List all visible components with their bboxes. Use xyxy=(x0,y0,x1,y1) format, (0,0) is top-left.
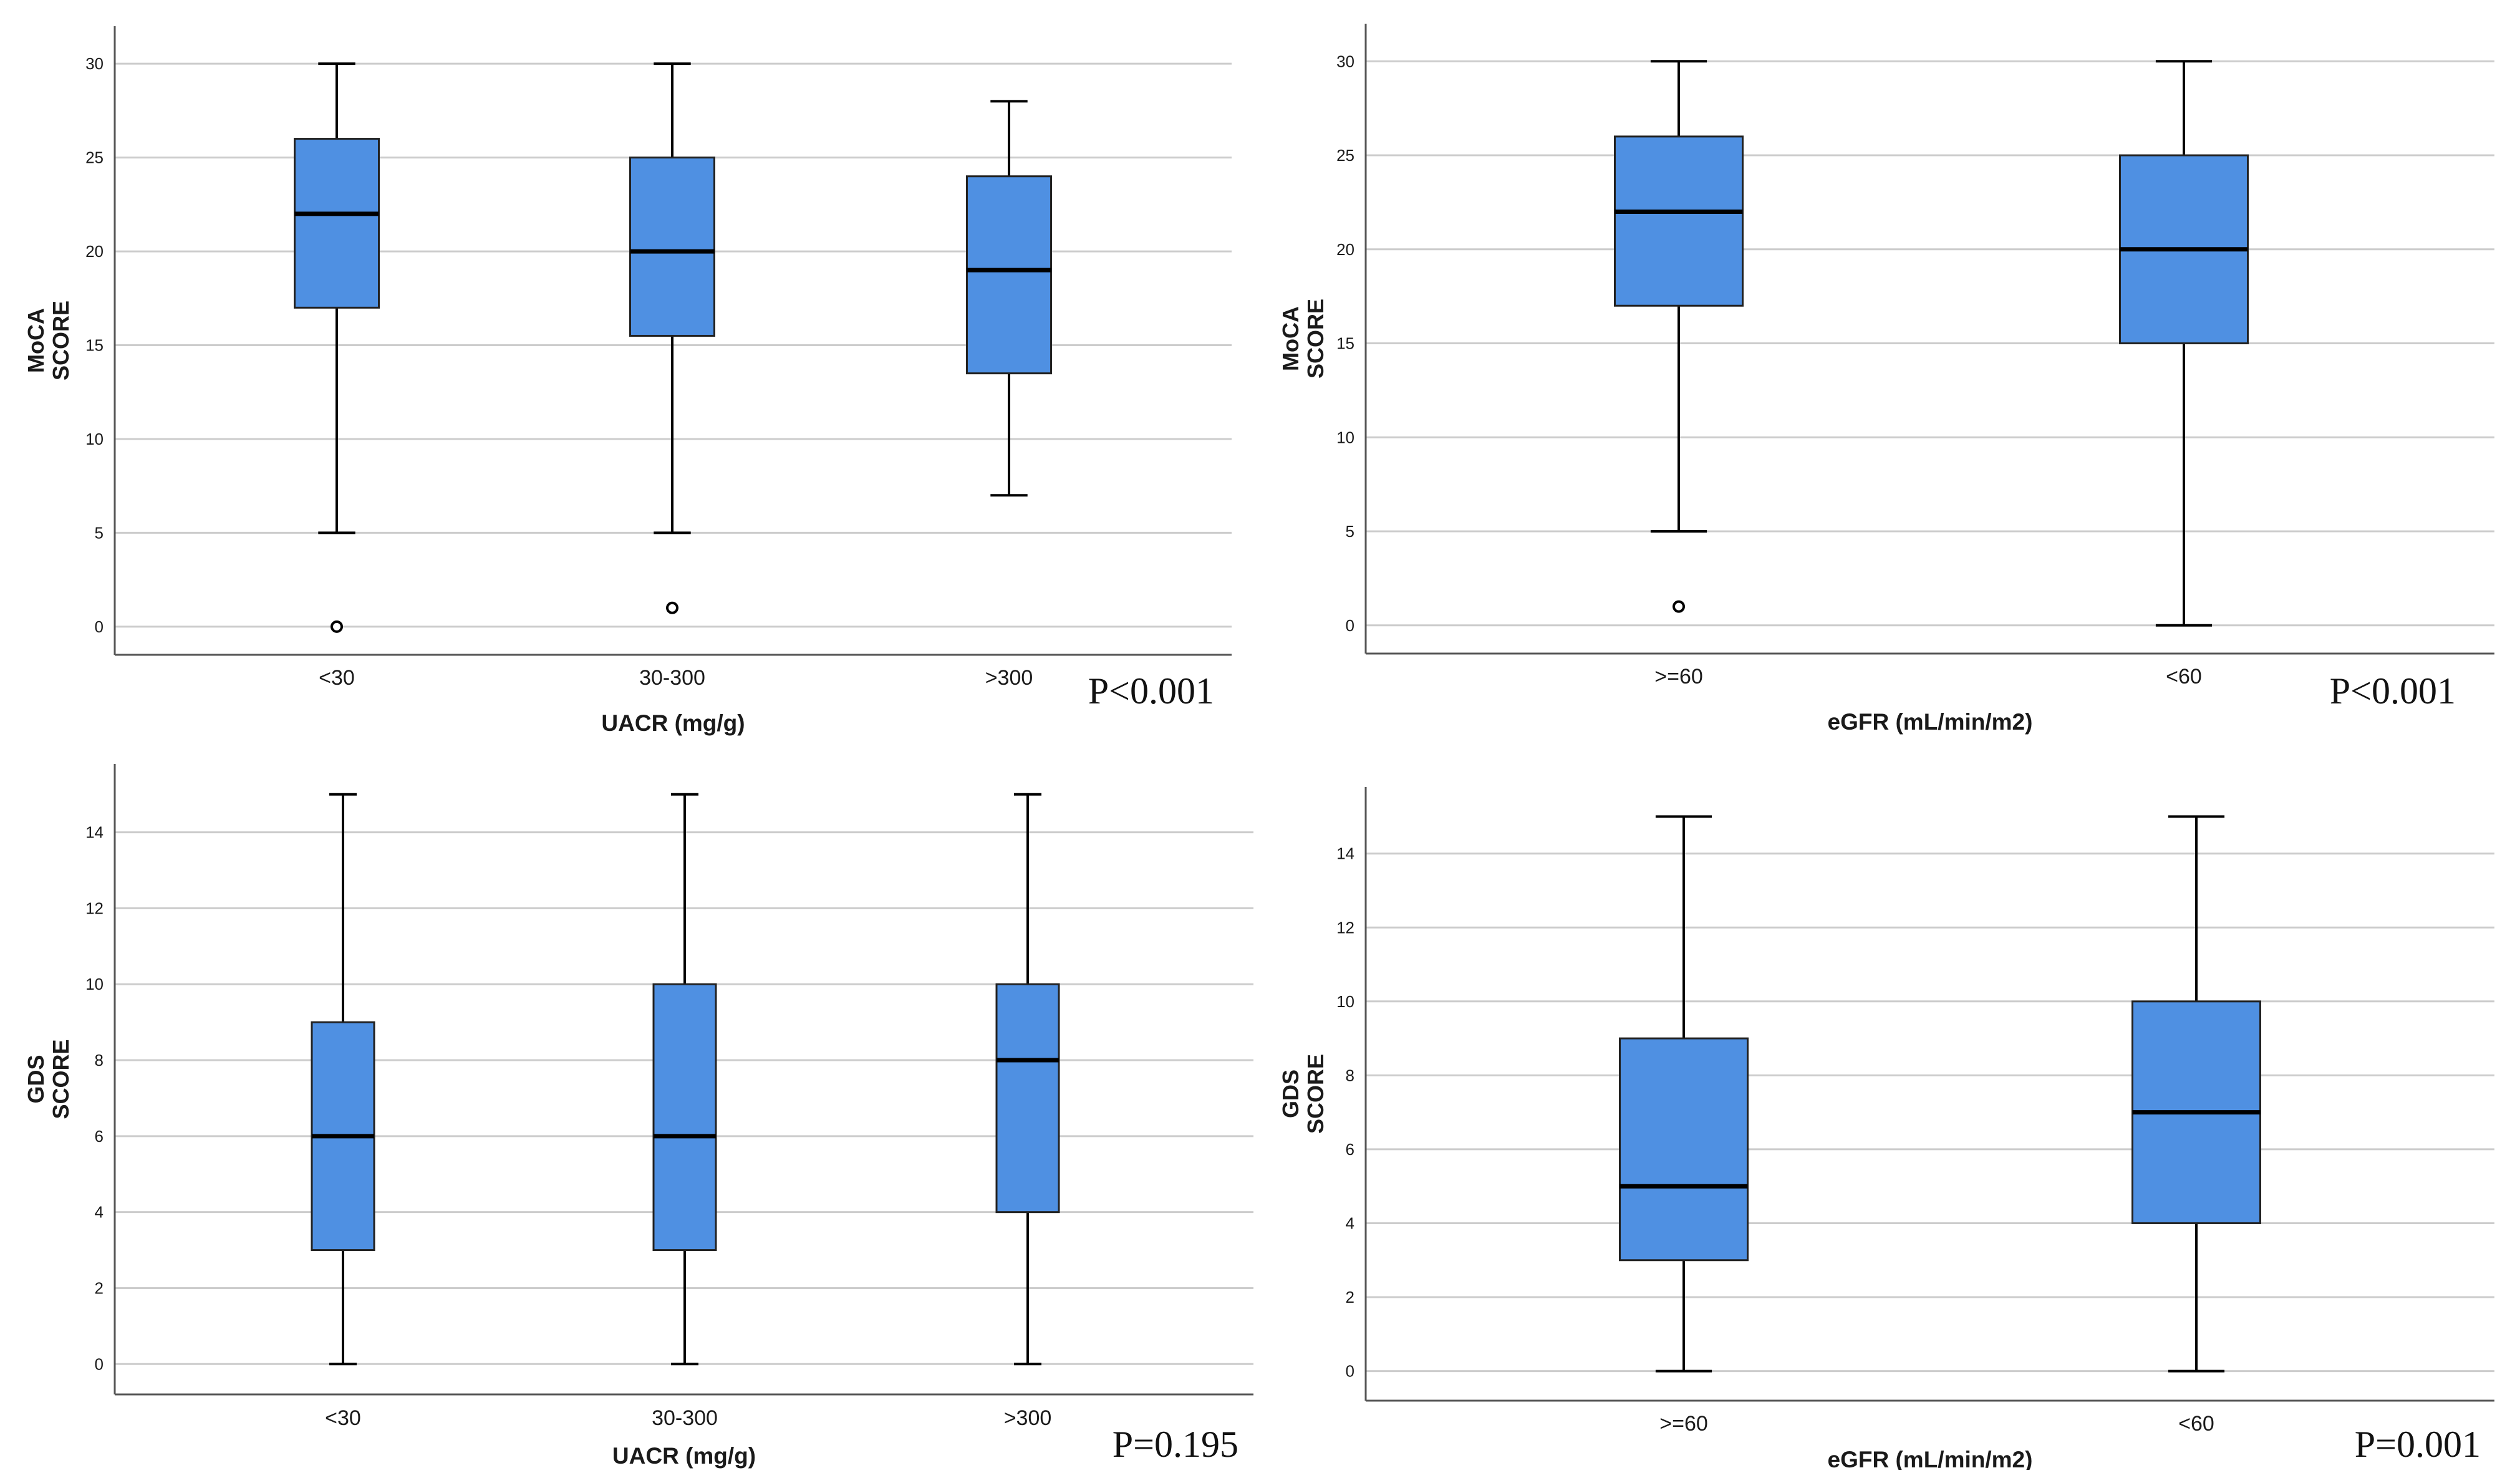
x-tick-label: <30 xyxy=(319,666,355,690)
y-tick-label: 2 xyxy=(95,1278,104,1297)
box-<30 xyxy=(294,62,380,633)
y-tick-label: 0 xyxy=(95,1355,104,1373)
chart-panel-3: 0 2 4 6 8 10 12 14 <30 30-300 >300 UACR (mg/g) GDS SC… xyxy=(23,764,1253,1469)
y-tick-label: 25 xyxy=(1336,146,1354,165)
box->300 xyxy=(995,793,1060,1366)
y-tick-label: 8 xyxy=(95,1051,104,1070)
y-axis-title-line: GDS xyxy=(23,1055,49,1103)
y-tick-label: 20 xyxy=(85,242,104,261)
x-tick-label: 30-300 xyxy=(652,1406,718,1430)
iqr-box xyxy=(294,138,380,309)
y-tick-label: 4 xyxy=(95,1203,104,1222)
y-tick-label: 12 xyxy=(85,899,104,917)
y-tick-label: 0 xyxy=(95,617,104,636)
y-axis-title-line: SCORE xyxy=(1303,299,1328,379)
y-tick-label: 4 xyxy=(1346,1214,1354,1232)
p-value: P=0.195 xyxy=(1113,1424,1238,1465)
iqr-box xyxy=(1614,135,1744,307)
x-axis-title: eGFR (mL/min/m2) xyxy=(1828,1447,2033,1470)
x-tick-label: <30 xyxy=(325,1406,361,1430)
y-tick-label: 10 xyxy=(1336,428,1354,447)
y-tick-label: 6 xyxy=(95,1127,104,1146)
chart-panel-2: 0 5 10 15 20 25 30 >=60 <60 eGFR (mL/min/m2) MoCA S… xyxy=(1278,24,2494,735)
iqr-box xyxy=(629,157,715,337)
iqr-box xyxy=(652,983,717,1252)
box->=60 xyxy=(1614,60,1744,613)
box-<60 xyxy=(2119,60,2249,627)
x-tick-label: >=60 xyxy=(1654,665,1703,688)
p-value: P<0.001 xyxy=(1088,670,1214,712)
outlier-point xyxy=(666,601,678,614)
y-tick-label: 5 xyxy=(95,523,104,542)
y-tick-label: 14 xyxy=(1336,844,1354,863)
y-tick-label: 30 xyxy=(85,54,104,73)
y-tick-label: 15 xyxy=(1336,334,1354,353)
y-axis-title-line: MoCA xyxy=(23,308,49,373)
y-tick-label: 0 xyxy=(1346,1362,1354,1381)
p-value: P<0.001 xyxy=(2330,670,2456,712)
x-tick-label: >300 xyxy=(985,666,1033,690)
iqr-box xyxy=(1619,1037,1749,1262)
y-tick-label: 25 xyxy=(85,148,104,167)
outlier-point xyxy=(1673,600,1685,613)
y-tick-label: 15 xyxy=(85,336,104,355)
y-axis-title-line: SCORE xyxy=(48,301,74,380)
y-tick-label: 20 xyxy=(1336,240,1354,259)
y-axis-title-line: GDS xyxy=(1278,1070,1303,1118)
iqr-box xyxy=(995,983,1060,1214)
y-axis-title-line: SCORE xyxy=(48,1039,74,1119)
x-axis-title: UACR (mg/g) xyxy=(612,1443,756,1469)
x-axis-title: eGFR (mL/min/m2) xyxy=(1828,709,2033,735)
x-tick-label: <60 xyxy=(2166,665,2202,688)
box->=60 xyxy=(1619,815,1749,1373)
outlier-point xyxy=(331,620,343,633)
y-tick-label: 5 xyxy=(1346,522,1354,541)
box-<30 xyxy=(311,793,375,1366)
y-tick-label: 30 xyxy=(1336,52,1354,70)
y-axis-title-line: MoCA xyxy=(1278,306,1303,371)
x-tick-label: <60 xyxy=(2178,1412,2214,1436)
y-tick-label: 12 xyxy=(1336,918,1354,937)
y-tick-label: 8 xyxy=(1346,1066,1354,1084)
y-tick-label: 10 xyxy=(85,975,104,993)
y-tick-label: 6 xyxy=(1346,1140,1354,1159)
x-tick-label: 30-300 xyxy=(639,666,705,690)
y-tick-label: 10 xyxy=(1336,992,1354,1011)
iqr-box xyxy=(966,175,1052,375)
box->300 xyxy=(966,100,1052,497)
box-30-300 xyxy=(629,62,715,614)
x-tick-label: >300 xyxy=(1004,1406,1052,1430)
box-<60 xyxy=(2131,815,2261,1373)
chart-panel-4: 0 2 4 6 8 10 12 14 >=60 <60 eGFR (mL/min/m2) GDS SCO… xyxy=(1278,787,2494,1472)
chart-panel-1: 0 5 10 15 20 25 30 <30 30-300 >300 UACR (mg/g) MoCA… xyxy=(23,26,1232,736)
p-value: P=0.001 xyxy=(2355,1424,2481,1465)
y-tick-label: 14 xyxy=(85,823,104,842)
y-tick-label: 0 xyxy=(1346,616,1354,635)
box-30-300 xyxy=(652,793,717,1366)
y-tick-label: 2 xyxy=(1346,1288,1354,1306)
x-tick-label: >=60 xyxy=(1659,1412,1708,1436)
y-tick-label: 10 xyxy=(85,430,104,448)
x-axis-title: UACR (mg/g) xyxy=(601,710,745,736)
y-axis-title-line: SCORE xyxy=(1303,1054,1328,1134)
